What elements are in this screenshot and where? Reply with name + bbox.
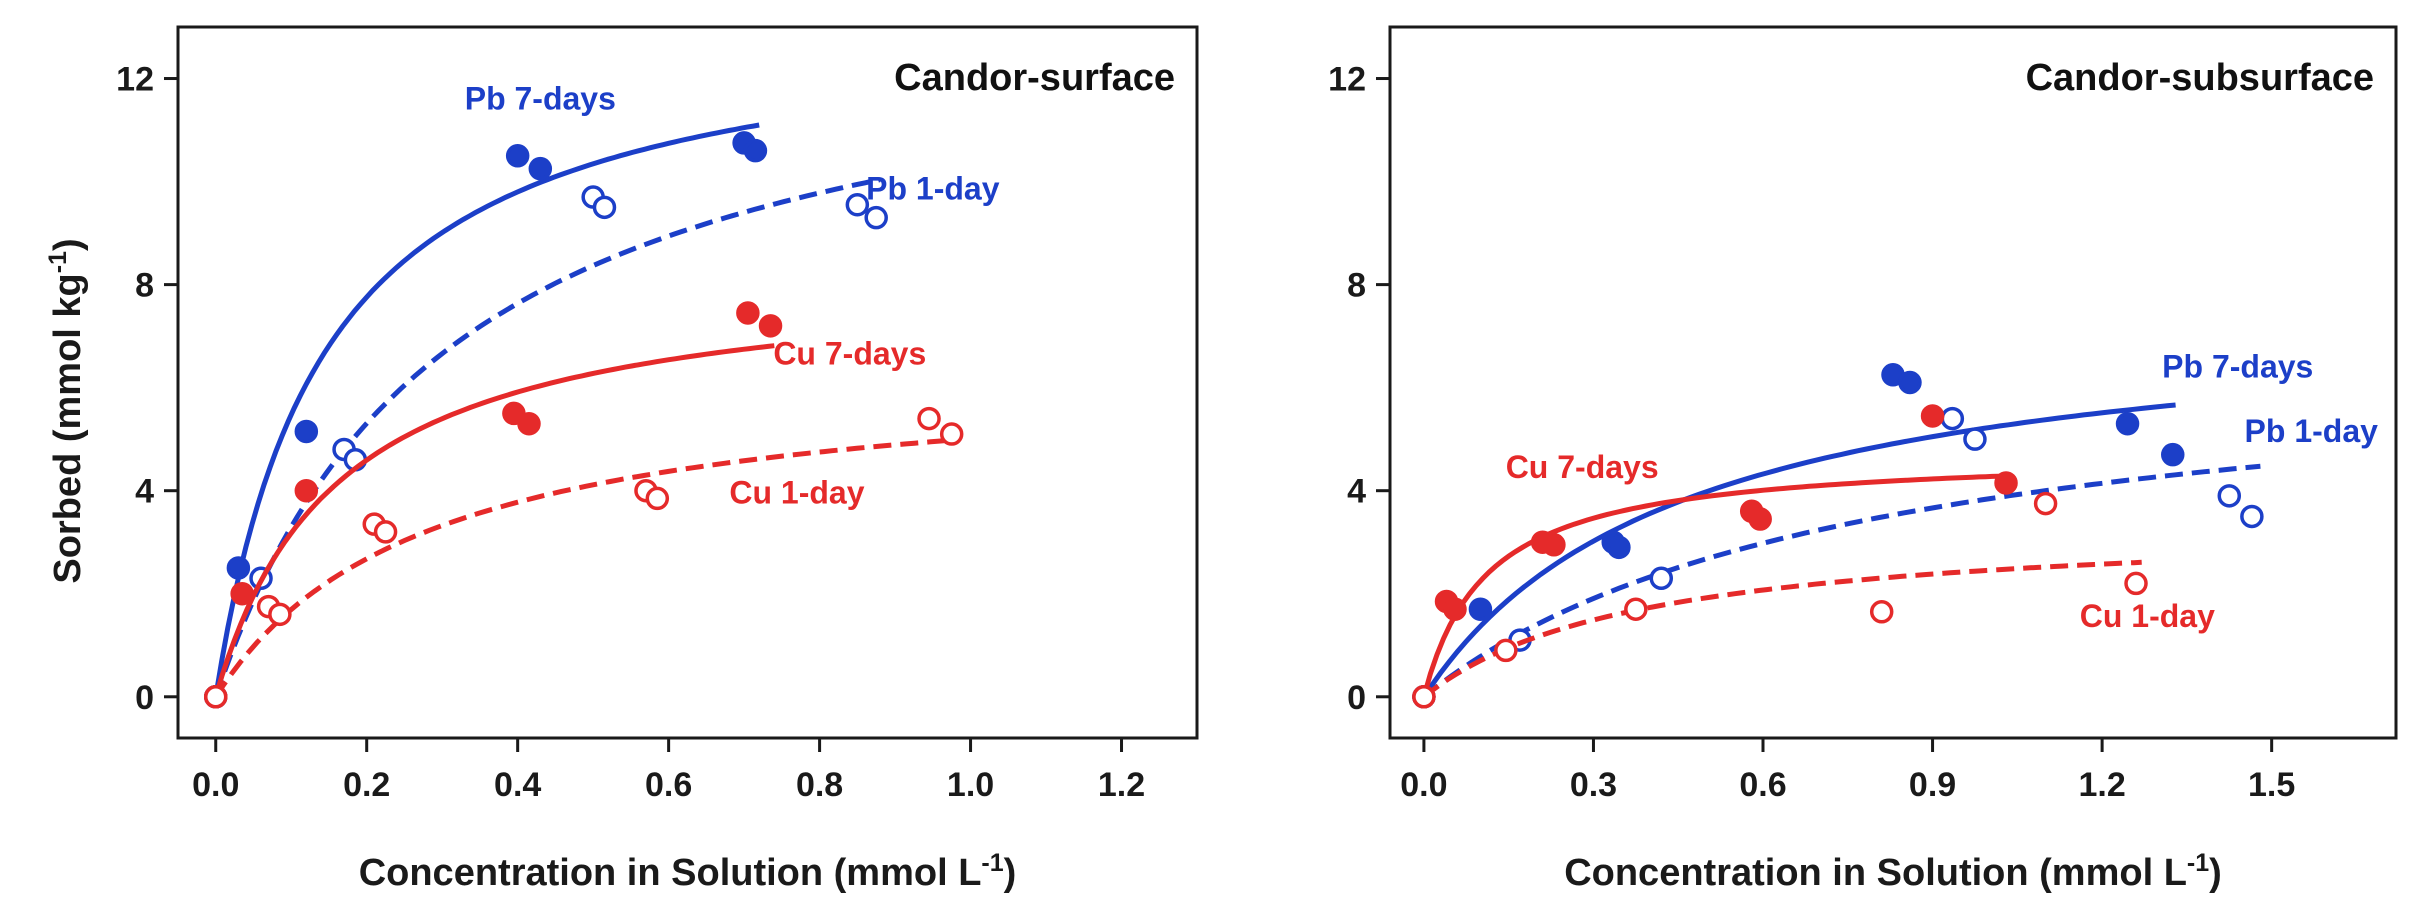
data-point [592, 195, 617, 220]
data-point [736, 301, 760, 325]
data-point [294, 478, 319, 503]
series-pb-7-days: Pb 7-days [1412, 348, 2313, 709]
y-tick-label: 4 [1347, 473, 1366, 511]
fit-curve-cu-7-days [1421, 473, 2012, 698]
y-tick-label: 12 [1328, 61, 1366, 99]
data-point [505, 144, 530, 168]
data-point [1624, 597, 1648, 621]
y-tick-label: 0 [1347, 679, 1366, 717]
y-tick-label: 8 [135, 267, 154, 305]
y-tick-label: 4 [135, 473, 154, 511]
data-point [294, 419, 319, 444]
data-point [1940, 406, 1965, 431]
x-axis-title-main: Concentration in Solution (mmol L [359, 852, 982, 894]
series-cu-7-days: Cu 7-days [203, 301, 926, 709]
fit-curve-pb-7-days [213, 122, 760, 698]
data-point [1494, 638, 1518, 663]
data-point [845, 193, 870, 217]
data-point [226, 556, 251, 580]
x-axis-title-end: ) [2209, 852, 2222, 894]
panel-title: Candor-subsurface [2026, 57, 2374, 99]
plot-frame [176, 25, 1199, 740]
data-point [864, 205, 888, 230]
data-point [268, 602, 292, 627]
data-point [1468, 597, 1493, 621]
x-tick-label: 0.3 [1570, 766, 1617, 804]
x-tick-label: 1.2 [1098, 766, 1145, 804]
x-axis-title-main: Concentration in Solution (mmol L [1564, 852, 2187, 894]
y-axis-title: Sorbed (mmol kg-1) [44, 238, 89, 583]
series-label: Pb 1-day [866, 171, 1000, 207]
series-cu-7-days: Cu 7-days [1412, 404, 2018, 709]
data-point [1443, 597, 1467, 621]
data-point [2217, 484, 2242, 508]
data-point [2240, 504, 2264, 529]
fit-curve-pb-7-days [1421, 402, 2176, 699]
x-axis-title: Concentration in Solution (mmol L-1) [359, 849, 1017, 894]
data-point [2124, 571, 2148, 596]
x-tick-label: 0.4 [494, 766, 541, 804]
y-tick-label: 12 [116, 61, 154, 99]
data-point [230, 581, 254, 606]
x-tick-label: 0.0 [1400, 766, 1447, 804]
x-tick-label: 0.6 [1739, 766, 1786, 804]
series-label: Cu 1-day [2080, 598, 2215, 634]
series-cu-1-day: Cu 1-day [1412, 491, 2215, 709]
data-point [1542, 533, 1566, 557]
data-point [528, 156, 553, 181]
fit-curve-cu-7-days [213, 343, 775, 698]
data-point [2115, 411, 2140, 436]
x-tick-label: 0.8 [796, 766, 843, 804]
series-cu-1-day: Cu 1-day [203, 406, 964, 709]
data-point [2161, 442, 2185, 467]
data-point [1994, 471, 2018, 495]
fit-curve-cu-1-day [213, 437, 956, 699]
data-point [1607, 535, 1631, 560]
x-tick-label: 0.0 [192, 766, 239, 804]
data-point [939, 422, 964, 446]
series-label: Cu 7-days [773, 335, 926, 371]
data-point [645, 486, 670, 511]
data-point [758, 314, 783, 338]
panel-candor-subsurface: 0.0 0.3 0.6 0.9 1.2 1.5 0 4 8 12 Candor-subsurface… [1328, 25, 2398, 894]
panel-candor-surface: 0.0 0.2 0.4 0.6 0.8 1.0 1.2 0 4 8 12 Candor-surface… [116, 25, 1199, 894]
data-point [1649, 566, 1674, 591]
x-tick-label: 1.5 [2248, 766, 2295, 804]
data-point [373, 520, 398, 544]
data-point [1412, 685, 1436, 709]
x-axis-title-sup: -1 [2187, 849, 2209, 877]
data-point [1748, 507, 1772, 531]
y-tick-label: 8 [1347, 267, 1366, 305]
y-tick-label: 0 [135, 679, 154, 717]
data-point [743, 138, 768, 163]
x-tick-label: 1.2 [2078, 766, 2125, 804]
fit-curve-pb-1-day [213, 177, 881, 698]
series-label: Cu 7-days [1506, 449, 1659, 485]
series-label: Pb 7-days [465, 80, 616, 116]
panel-title: Candor-surface [894, 57, 1175, 99]
data-point [1898, 370, 1922, 395]
x-tick-label: 0.2 [343, 766, 390, 804]
series-label: Pb 1-day [2245, 413, 2379, 449]
series-label: Cu 1-day [729, 475, 864, 511]
data-point [1963, 427, 1987, 451]
x-axis-title: Concentration in Solution (mmol L-1) [1564, 849, 2222, 894]
data-point [517, 411, 541, 436]
data-point [203, 685, 228, 709]
series-pb-1-day: Pb 1-day [203, 171, 1000, 709]
series-label: Pb 7-days [2162, 348, 2313, 384]
x-axis-title-end: ) [1004, 852, 1017, 894]
fit-curve-pb-1-day [1422, 463, 2261, 699]
plot-frame [1388, 25, 2398, 740]
data-point [1869, 600, 1894, 624]
x-tick-label: 1.0 [947, 766, 994, 804]
x-tick-label: 0.6 [645, 766, 692, 804]
data-point [2033, 491, 2058, 516]
data-point [917, 406, 941, 431]
x-axis-title-sup: -1 [981, 849, 1003, 877]
x-tick-label: 0.9 [1909, 766, 1956, 804]
data-point [1920, 404, 1945, 428]
fit-curve-cu-1-day [1422, 559, 2142, 699]
